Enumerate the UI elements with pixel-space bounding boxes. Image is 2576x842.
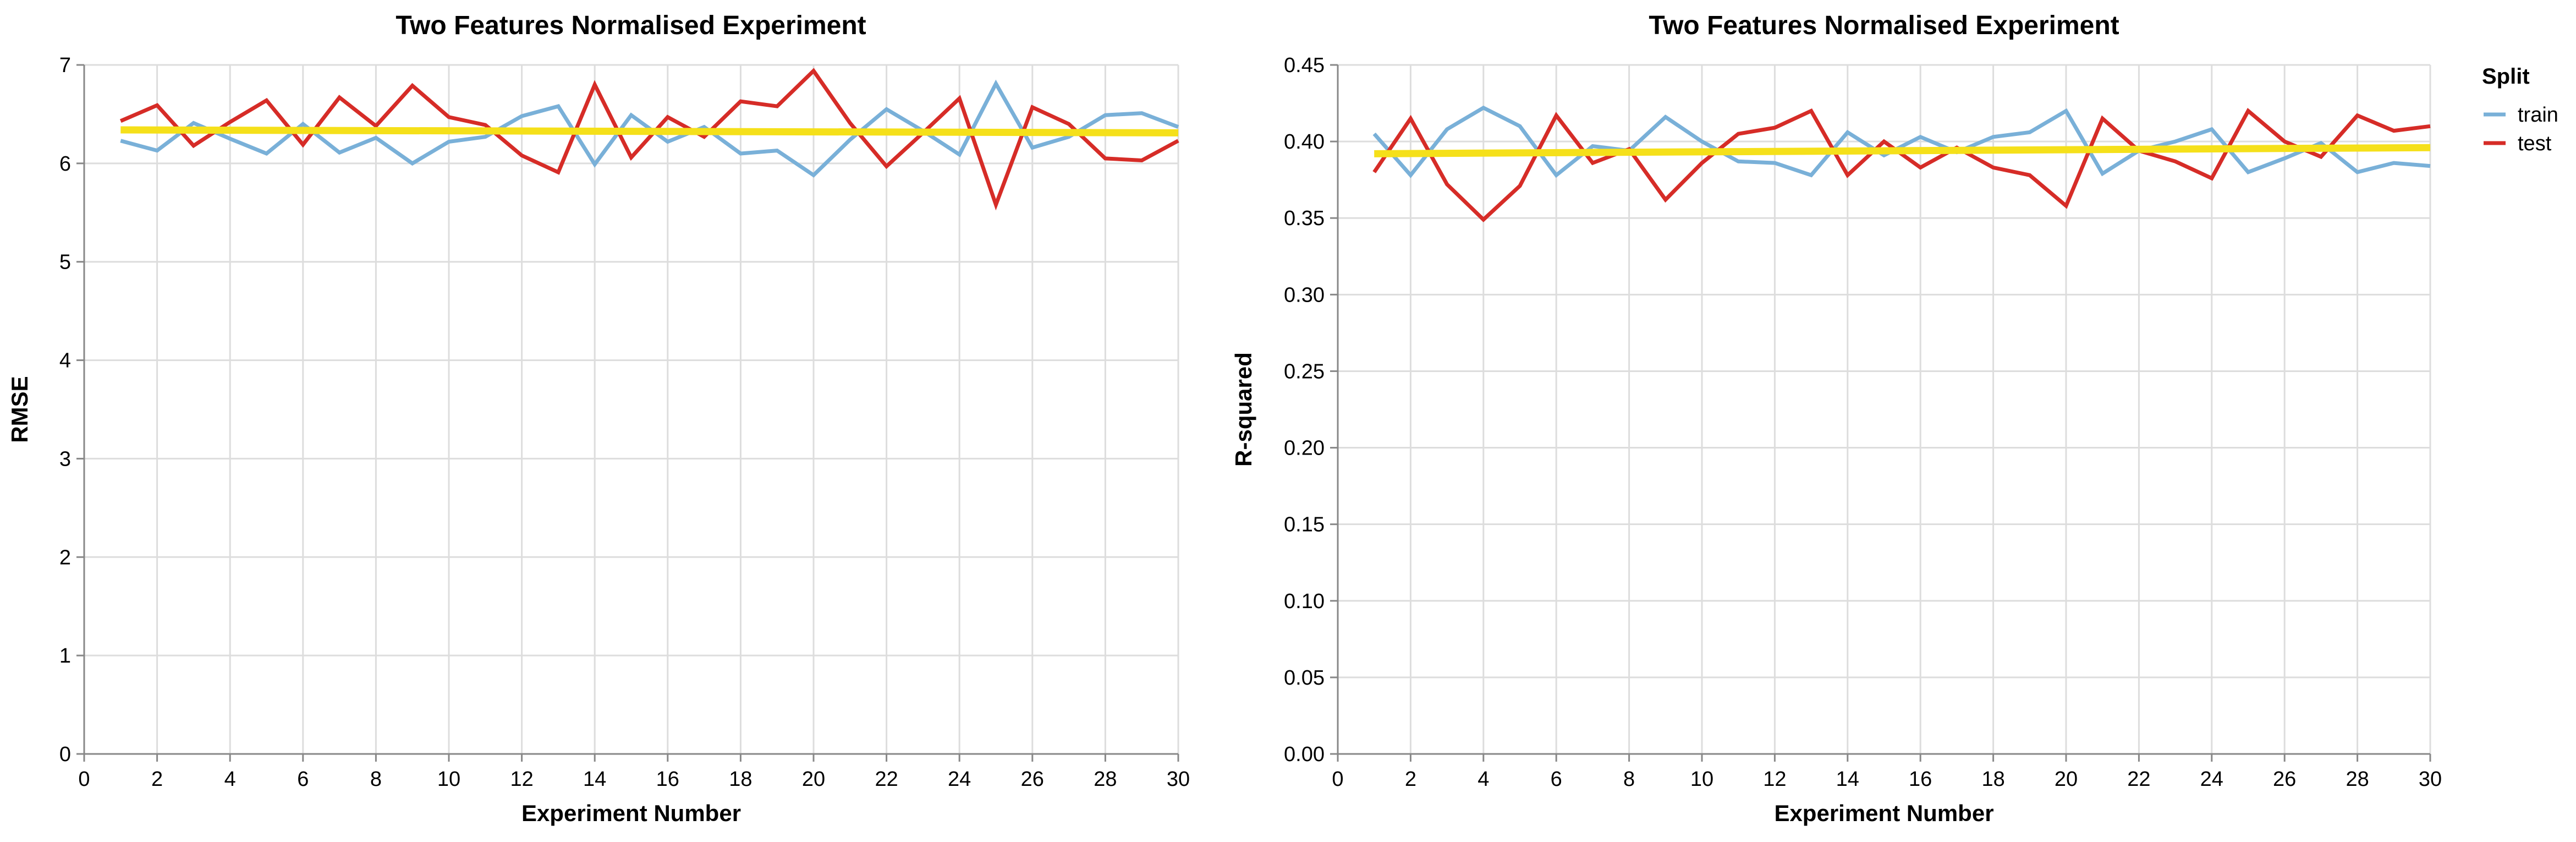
y-tick-label: 4 (59, 349, 71, 373)
x-tick-label: 10 (1690, 768, 1713, 791)
y-axis-title: RMSE (7, 376, 32, 442)
y-tick-label: 5 (59, 251, 71, 274)
x-tick-label: 20 (2055, 768, 2078, 791)
x-tick-label: 18 (1981, 768, 2004, 791)
y-tick-label: 0.10 (1284, 590, 1325, 613)
x-tick-label: 2 (1405, 768, 1416, 791)
series-line-train (1372, 105, 2431, 178)
x-tick-label: 14 (1836, 768, 1859, 791)
x-tick-label: 8 (1623, 768, 1635, 791)
x-tick-label: 8 (370, 768, 382, 791)
x-tick-label: 10 (437, 768, 460, 791)
x-tick-label: 26 (2273, 768, 2296, 791)
x-tick-label: 12 (1763, 768, 1786, 791)
x-tick-label: 22 (875, 768, 898, 791)
x-tick-label: 28 (2346, 768, 2369, 791)
x-tick-label: 18 (729, 768, 752, 791)
chart-title: Two Features Normalised Experiment (396, 11, 866, 40)
x-tick-label: 24 (2200, 768, 2223, 791)
y-tick-label: 0.40 (1284, 130, 1325, 154)
y-tick-label: 0.25 (1284, 360, 1325, 383)
legend-title: Split (2482, 64, 2530, 89)
chart-title: Two Features Normalised Experiment (1649, 11, 2119, 40)
x-tick-label: 16 (1909, 768, 1932, 791)
x-tick-label: 24 (948, 768, 971, 791)
y-tick-label: 2 (59, 546, 71, 569)
legend-label-train: train (2518, 103, 2558, 127)
x-tick-label: 20 (802, 768, 825, 791)
y-tick-label: 0.20 (1284, 437, 1325, 460)
y-tick-label: 6 (59, 152, 71, 176)
y-tick-label: 1 (59, 644, 71, 668)
x-tick-label: 6 (1551, 768, 1562, 791)
x-tick-label: 16 (656, 768, 679, 791)
x-tick-label: 26 (1021, 768, 1044, 791)
x-tick-label: 30 (2419, 768, 2442, 791)
x-tick-label: 28 (1094, 768, 1117, 791)
x-tick-label: 4 (1478, 768, 1489, 791)
x-tick-label: 12 (510, 768, 533, 791)
legend-label-test: test (2518, 132, 2552, 155)
x-tick-label: 4 (224, 768, 236, 791)
trend-line (120, 126, 1179, 136)
y-tick-label: 7 (59, 54, 71, 77)
x-axis-title: Experiment Number (521, 800, 741, 826)
x-tick-label: 6 (297, 768, 309, 791)
trend-line (1374, 144, 2431, 157)
series-line-test (1372, 108, 2431, 222)
y-tick-label: 0.00 (1284, 743, 1325, 766)
y-tick-label: 0.05 (1284, 666, 1325, 690)
x-tick-label: 0 (78, 768, 90, 791)
y-axis-title: R-squared (1231, 352, 1256, 467)
x-axis-title: Experiment Number (1774, 800, 1993, 826)
chart-panel-2: 0 2 4 6 8 10 12 14 16 18 20 22 24 26 28 300.000.050.100… (1231, 11, 2558, 826)
legend: Split train test (2482, 64, 2558, 155)
x-tick-label: 14 (583, 768, 606, 791)
x-tick-label: 22 (2127, 768, 2150, 791)
y-tick-label: 0.15 (1284, 513, 1325, 537)
y-tick-label: 0 (59, 743, 71, 766)
series-line-test (119, 68, 1179, 211)
y-tick-label: 3 (59, 447, 71, 471)
y-tick-label: 0.35 (1284, 207, 1325, 230)
x-tick-label: 30 (1167, 768, 1190, 791)
y-tick-label: 0.30 (1284, 283, 1325, 307)
x-tick-label: 2 (151, 768, 163, 791)
x-tick-label: 0 (1332, 768, 1343, 791)
y-tick-label: 0.45 (1284, 54, 1325, 77)
